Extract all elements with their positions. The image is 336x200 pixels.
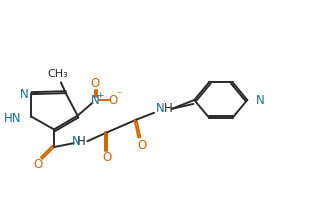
Text: N: N — [72, 135, 81, 148]
Text: O: O — [108, 94, 118, 106]
Text: N: N — [256, 94, 265, 106]
Text: O: O — [102, 151, 112, 164]
Text: CH₃: CH₃ — [48, 69, 68, 79]
Text: O: O — [34, 158, 43, 171]
Text: N: N — [91, 94, 99, 106]
Text: N: N — [20, 88, 29, 101]
Text: O: O — [138, 139, 147, 152]
Text: +: + — [96, 91, 104, 100]
Text: O: O — [91, 77, 100, 90]
Text: ⁻: ⁻ — [116, 90, 122, 100]
Text: N: N — [156, 102, 164, 115]
Text: HN: HN — [4, 112, 22, 125]
Text: H: H — [77, 135, 86, 148]
Text: H: H — [163, 102, 172, 115]
